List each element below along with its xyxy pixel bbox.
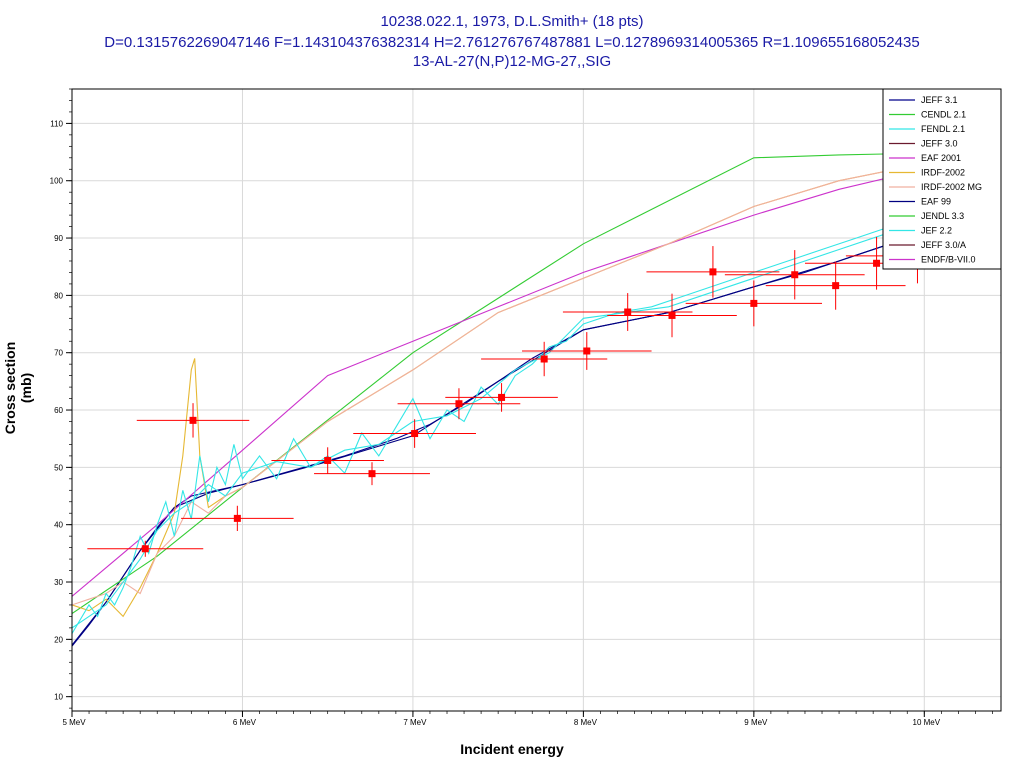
chart-title: 10238.022.1, 1973, D.L.Smith+ (18 pts) bbox=[380, 13, 644, 30]
y-tick-label: 50 bbox=[54, 463, 63, 472]
legend-label: IRDF-2002 bbox=[921, 168, 965, 178]
data-point bbox=[583, 347, 591, 355]
legend-label: ENDF/B-VII.0 bbox=[921, 255, 976, 265]
legend: JEFF 3.1 CENDL 2.1 FENDL 2.1 JEFF 3.0 EAF 20… bbox=[882, 88, 1002, 270]
y-tick-label: 110 bbox=[50, 119, 63, 128]
legend-label: JENDL 3.3 bbox=[921, 211, 964, 221]
y-tick-label: 90 bbox=[54, 234, 63, 243]
data-point bbox=[668, 311, 676, 319]
y-tick-label: 100 bbox=[50, 177, 64, 186]
y-tick-label: 70 bbox=[54, 349, 63, 358]
x-tick-label: 7 MeV bbox=[403, 718, 427, 727]
series-line-eaf-99 bbox=[72, 243, 891, 646]
data-point bbox=[141, 545, 149, 553]
plot-area bbox=[72, 89, 1001, 711]
series-line-eaf-2001 bbox=[72, 168, 925, 597]
legend-box bbox=[882, 88, 1002, 270]
y-tick-label: 80 bbox=[54, 291, 63, 300]
reaction-label: 13-AL-27(N,P)12-MG-27,,SIG bbox=[412, 53, 612, 70]
series-line-jef-2-2 bbox=[72, 231, 891, 629]
data-point bbox=[709, 268, 717, 276]
legend-label: FENDL 2.1 bbox=[921, 124, 965, 134]
data-point bbox=[873, 259, 881, 267]
y-tick-label: 20 bbox=[54, 635, 63, 644]
series-line-cendl-2-1 bbox=[72, 152, 925, 614]
y-tick-label: 60 bbox=[54, 406, 63, 415]
data-point bbox=[624, 308, 632, 316]
x-tick-label: 8 MeV bbox=[574, 718, 598, 727]
x-tick-label: 10 MeV bbox=[913, 718, 941, 727]
chart-subtitle: D=0.1315762269047146 F=1.143104376382314… bbox=[104, 34, 920, 51]
x-tick-label: 5 MeV bbox=[62, 718, 86, 727]
data-point bbox=[540, 355, 548, 363]
axes: 5 MeV 6 MeV 7 MeV 8 MeV 9 MeV 10 MeV 10 20 30 40 5… bbox=[50, 88, 993, 727]
data-point bbox=[368, 470, 376, 478]
legend-label: IRDF-2002 MG bbox=[921, 182, 982, 192]
x-tick-label: 6 MeV bbox=[233, 718, 257, 727]
data-point bbox=[832, 282, 840, 290]
legend-label: EAF 99 bbox=[921, 197, 951, 207]
data-point bbox=[189, 416, 197, 424]
legend-label: JEF 2.2 bbox=[921, 226, 952, 236]
series-group bbox=[72, 152, 925, 647]
y-tick-label: 30 bbox=[54, 578, 63, 587]
data-point bbox=[411, 430, 419, 438]
data-point bbox=[791, 271, 799, 279]
y-tick-label: 10 bbox=[54, 693, 63, 702]
x-tick-label: 9 MeV bbox=[744, 718, 768, 727]
legend-label: JEFF 3.0/A bbox=[921, 240, 966, 250]
y-tick-label: 40 bbox=[54, 521, 63, 530]
data-point bbox=[233, 514, 241, 522]
y-axis-label: Cross section (mb) bbox=[2, 341, 34, 435]
legend-label: CENDL 2.1 bbox=[921, 110, 966, 120]
legend-label: EAF 2001 bbox=[921, 153, 961, 163]
data-point bbox=[324, 456, 332, 464]
plot-border bbox=[71, 88, 1002, 712]
data-point bbox=[498, 393, 506, 401]
legend-label: JEFF 3.1 bbox=[921, 95, 958, 105]
x-axis-label: Incident energy bbox=[460, 741, 564, 757]
data-point bbox=[750, 299, 758, 307]
data-point bbox=[455, 400, 463, 408]
legend-label: JEFF 3.0 bbox=[921, 139, 958, 149]
